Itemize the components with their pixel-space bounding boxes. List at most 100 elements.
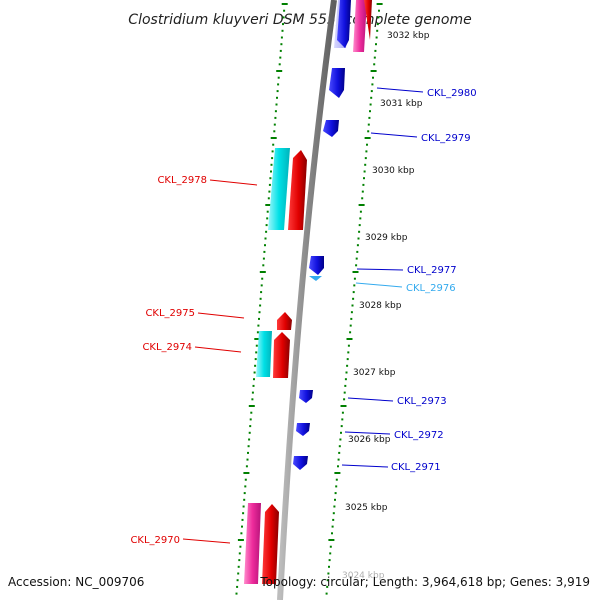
left-ruler-minor-tick (274, 110, 277, 113)
callout-line-ckl-2973 (347, 397, 394, 402)
left-ruler-minor-tick (282, 16, 285, 19)
left-ruler-minor-tick (273, 123, 276, 126)
gene-arrow-ckl-2976 (309, 276, 322, 281)
kbp-label-3031: 3031 kbp (380, 99, 423, 109)
left-ruler-minor-tick (281, 29, 284, 32)
kbp-scale: 3032 kbp 3031 kbp 3030 kbp 3029 kbp 3028… (342, 31, 430, 581)
left-ruler-minor-tick (271, 150, 274, 153)
left-ruler-minor-tick (239, 545, 242, 548)
gene-label-ckl-2971: CKL_2971 (391, 462, 441, 473)
left-ruler-minor-tick (258, 311, 261, 314)
left-ruler-minor-tick (241, 518, 244, 521)
left-ruler-major-tick (237, 539, 244, 541)
right-ruler-minor-tick (344, 378, 347, 381)
callout-line-ckl-2976 (355, 282, 403, 288)
left-ruler-minor-tick (268, 190, 271, 193)
left-ruler-minor-tick (278, 63, 281, 66)
right-ruler-minor-tick (329, 552, 332, 555)
left-ruler-minor-tick (259, 297, 262, 300)
left-ruler-minor-tick (253, 378, 255, 381)
right-ruler-major-tick (364, 137, 371, 139)
left-ruler-minor-tick (266, 217, 269, 220)
right-ruler-minor-tick (329, 545, 332, 548)
right-ruler-minor-tick (355, 264, 358, 267)
right-ruler-minor-tick (375, 43, 377, 46)
kbp-label-3027: 3027 kbp (353, 368, 396, 378)
kbp-label-3028: 3028 kbp (359, 301, 402, 311)
right-ruler-minor-tick (339, 438, 342, 441)
left-ruler-minor-tick (282, 23, 284, 26)
right-ruler-minor-tick (334, 498, 336, 501)
right-ruler-minor-tick (376, 23, 379, 26)
right-ruler-minor-tick (346, 364, 349, 367)
gene-arrow-ckl-2979 (323, 120, 339, 137)
right-ruler-minor-tick (363, 170, 366, 173)
left-ruler-minor-tick (262, 264, 265, 267)
left-ruler-minor-tick (279, 56, 282, 59)
left-ruler-minor-tick (275, 103, 278, 106)
right-ruler-minor-tick (371, 83, 374, 86)
right-ruler-minor-tick (366, 143, 368, 146)
rna-feature-cyan-2974 (256, 331, 272, 377)
right-ruler-minor-tick (375, 36, 378, 39)
gene-arrow-ckl-2978 (288, 150, 307, 230)
kbp-label-3024: 3024 kbp (342, 571, 385, 581)
left-ruler-minor-tick (261, 277, 264, 280)
left-ruler-minor-tick (237, 572, 240, 575)
left-ruler-minor-tick (244, 485, 247, 488)
right-ruler-minor-tick (328, 565, 330, 568)
callout-line-ckl-2980 (376, 87, 424, 93)
right-ruler-minor-tick (346, 358, 349, 361)
left-ruler-minor-tick (243, 498, 246, 501)
left-ruler-minor-tick (270, 163, 273, 166)
kbp-label-3026: 3026 kbp (348, 435, 391, 445)
left-ruler-minor-tick (254, 358, 257, 361)
right-ruler-minor-tick (333, 505, 336, 508)
kbp-label-3032: 3032 kbp (387, 31, 430, 41)
left-ruler-minor-tick (251, 391, 254, 394)
right-ruler-minor-tick (332, 512, 335, 515)
left-ruler-minor-tick (264, 244, 266, 247)
left-ruler-minor-tick (263, 250, 266, 253)
gene-arrow-ckl-2974 (273, 332, 290, 378)
right-ruler-minor-tick (369, 110, 371, 113)
right-ruler-minor-tick (340, 431, 342, 434)
callout-lines (182, 87, 424, 544)
left-ruler-minor-tick (279, 49, 282, 52)
right-ruler-minor-tick (351, 304, 354, 307)
kbp-label-3025: 3025 kbp (345, 503, 388, 513)
right-ruler-minor-tick (338, 445, 341, 448)
right-ruler-minor-tick (352, 297, 355, 300)
left-ruler-minor-tick (247, 445, 250, 448)
right-ruler-minor-tick (365, 150, 368, 153)
right-ruler-minor-tick (326, 579, 329, 582)
gene-arrow-ckl-2975 (277, 312, 292, 330)
callout-line-ckl-2979 (370, 132, 418, 138)
right-ruler-minor-tick (352, 291, 355, 294)
callout-line-ckl-2977 (356, 268, 404, 271)
left-ruler-minor-tick (276, 96, 278, 99)
callout-line-ckl-2978 (209, 179, 258, 186)
kbp-label-3029: 3029 kbp (365, 233, 408, 243)
right-ruler-minor-tick (369, 103, 372, 106)
right-ruler-minor-tick (356, 250, 359, 253)
right-ruler-minor-tick (350, 317, 353, 320)
right-ruler-minor-tick (337, 465, 339, 468)
right-ruler-minor-tick (374, 49, 377, 52)
left-ruler-major-tick (243, 472, 250, 474)
right-ruler-major-tick (334, 472, 341, 474)
right-ruler-minor-tick (341, 411, 344, 414)
gene-label-ckl-2975: CKL_2975 (145, 308, 195, 319)
left-ruler-minor-tick (246, 458, 249, 461)
left-ruler-minor-tick (255, 351, 258, 354)
left-ruler-minor-tick (235, 592, 238, 595)
right-ruler-minor-tick (355, 257, 358, 260)
gene-label-ckl-2973: CKL_2973 (397, 396, 447, 407)
left-ruler-minor-tick (274, 116, 277, 119)
left-ruler-minor-tick (250, 411, 253, 414)
left-ruler-minor-tick (243, 492, 246, 495)
right-ruler-minor-tick (326, 585, 329, 588)
right-ruler-minor-tick (372, 76, 374, 79)
right-ruler-minor-tick (367, 123, 370, 126)
right-ruler-minor-tick (358, 224, 361, 227)
